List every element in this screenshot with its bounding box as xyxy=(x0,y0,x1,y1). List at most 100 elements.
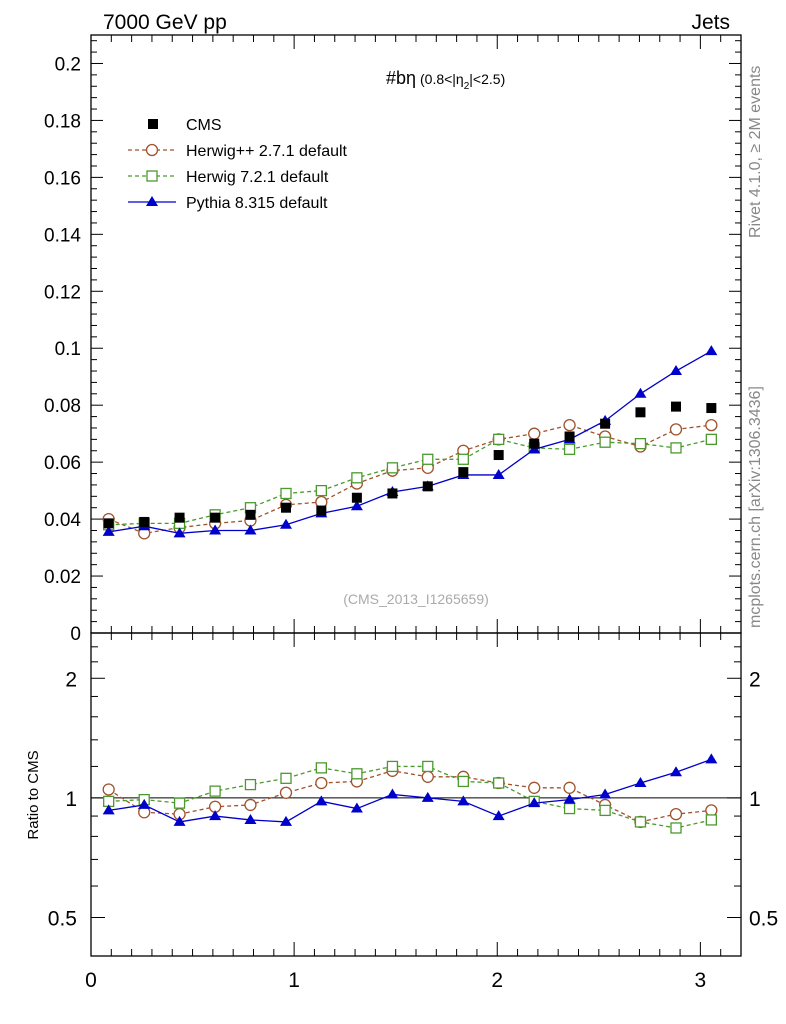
legend-marker-herwigpp xyxy=(145,143,159,157)
pythia-ratio-data-point xyxy=(102,804,115,815)
main-x-ticks xyxy=(90,35,742,633)
ratio-y-tick-label: 0.5 xyxy=(48,907,77,930)
cms-data-point xyxy=(174,512,185,523)
pythia-series-line xyxy=(108,350,712,534)
cms-data-point xyxy=(281,502,291,513)
herwigpp-ratio-data-point xyxy=(705,804,718,817)
herwigpp-ratio-data-point xyxy=(102,783,115,796)
header-left: 7000 GeV pp xyxy=(103,11,227,34)
legend-entry-herwig7: Herwig 7.2.1 default xyxy=(128,169,329,186)
rivet-version-label: Rivet 4.1.0, ≥ 2M events xyxy=(747,66,764,238)
x-tick-labels: 0 1 2 3 xyxy=(85,969,706,992)
pythia-ratio-data-point xyxy=(421,791,434,802)
herwigpp-ratio-data-point xyxy=(528,781,541,794)
pythia-data-point xyxy=(102,525,115,536)
mcplots-source-label: mcplots.cern.ch [arXiv:1306.3436] xyxy=(747,386,764,628)
herwig7-data-point xyxy=(351,472,363,484)
herwig7-data-point xyxy=(670,442,682,454)
x-tick-label: 0 xyxy=(85,969,97,992)
main-y-tick-label: 0.1 xyxy=(55,339,81,360)
main-y-tick-label: 0.14 xyxy=(44,225,81,246)
herwigpp-ratio-data-point xyxy=(563,781,576,794)
main-y-tick-labels: 0 0.02 0.04 0.06 0.08 0.1 0.12 0.14 0.16 0.18 0.2 xyxy=(44,54,81,645)
herwig7-data-point xyxy=(599,436,611,448)
herwig7-ratio-data-point xyxy=(209,785,221,797)
pythia-ratio-data-point xyxy=(209,810,222,821)
main-y-tick-label: 0.08 xyxy=(44,396,81,417)
x-tick-label: 3 xyxy=(695,969,707,992)
herwig7-ratio-data-point xyxy=(244,778,257,791)
herwigpp-data-point xyxy=(705,418,718,432)
pythia-data-point xyxy=(209,524,222,535)
herwigpp-data-point xyxy=(563,418,576,432)
herwig7-ratio-data-point xyxy=(315,762,327,774)
herwig7-data-point xyxy=(422,453,434,465)
main-y-tick-label: 0.04 xyxy=(44,510,81,531)
ratio-y-tick-label-right: 0.5 xyxy=(749,907,778,930)
herwig7-ratio-data-point xyxy=(457,775,469,788)
herwigpp-series-line xyxy=(108,424,712,535)
herwig7-ratio-data-point xyxy=(351,768,363,780)
herwigpp-data-point xyxy=(528,427,541,440)
pythia-data-point xyxy=(670,365,682,376)
header-right: Jets xyxy=(691,11,730,34)
pythia-ratio-data-point xyxy=(563,793,576,804)
title-range-index: 2 xyxy=(464,81,470,92)
herwig7-ratio-data-point xyxy=(634,816,647,828)
herwig7-ratio-data-point xyxy=(173,797,186,809)
herwigpp-ratio-data-point xyxy=(315,776,328,790)
main-y-tick-label: 0 xyxy=(70,624,81,645)
herwig7-data-point xyxy=(315,484,327,497)
pythia-ratio-data-point xyxy=(173,815,186,826)
legend-label-herwigpp: Herwig++ 2.7.1 default xyxy=(186,143,348,160)
pythia-ratio-data-point xyxy=(457,795,470,806)
legend-label-pythia: Pythia 8.315 default xyxy=(186,195,328,212)
main-y-ticks xyxy=(91,40,741,634)
herwigpp-ratio-data-point xyxy=(421,770,434,783)
legend: CMS Herwig++ 2.7.1 default Herwig 7.2.1 … xyxy=(128,117,348,212)
ratio-series-layer xyxy=(102,753,718,834)
cms-data-point xyxy=(635,407,646,418)
chart-title-range: (0.8<|η2|<2.5) xyxy=(420,71,505,92)
main-y-tick-label: 0.06 xyxy=(44,453,81,474)
cms-data-point xyxy=(458,467,469,478)
main-y-tick-label: 0.2 xyxy=(55,54,81,75)
herwig7-data-point xyxy=(563,443,576,455)
pythia-ratio-data-point xyxy=(386,788,399,799)
herwig7-series-line xyxy=(108,438,712,526)
cms-data-point xyxy=(706,403,717,414)
herwig7-ratio-data-point xyxy=(563,802,576,815)
main-y-tick-label: 0.18 xyxy=(44,111,81,132)
herwig7-data-point xyxy=(493,433,505,446)
herwig7-data-point xyxy=(386,462,399,474)
cms-data-point xyxy=(245,509,256,520)
pythia-ratio-data-point xyxy=(244,813,257,824)
ratio-y-ticks xyxy=(91,646,741,918)
ratio-y-tick-label-right: 2 xyxy=(749,668,761,691)
ratio-x-ticks xyxy=(90,633,742,956)
ratio-y-tick-label: 1 xyxy=(65,788,77,811)
cms-data-point xyxy=(210,512,221,523)
main-panel: 00.020.040.060.080.10.120.140.160.180.2 … xyxy=(44,34,742,645)
cms-data-point xyxy=(671,401,681,412)
legend-marker-herwig7 xyxy=(146,170,158,182)
x-tick-label: 2 xyxy=(491,969,503,992)
analysis-watermark: (CMS_2013_I1265659) xyxy=(343,591,489,607)
pythia-data-point xyxy=(350,500,363,511)
pythia-ratio-data-point xyxy=(350,802,363,813)
title-range-a: (0.8<|η xyxy=(420,71,464,87)
cms-data-point xyxy=(600,418,611,429)
pythia-ratio-data-point xyxy=(670,766,682,777)
cms-data-point xyxy=(351,492,362,503)
cms-data-point xyxy=(387,488,398,499)
legend-entry-herwigpp: Herwig++ 2.7.1 default xyxy=(128,143,348,160)
pythia-data-point xyxy=(280,518,292,529)
pythia-ratio-data-point xyxy=(599,788,612,799)
herwigpp-ratio-data-point xyxy=(244,798,257,812)
pythia-data-point xyxy=(244,524,257,535)
herwig7-ratio-data-point xyxy=(422,760,434,773)
pythia-ratio-data-point xyxy=(315,795,328,806)
herwig7-data-point xyxy=(280,487,292,500)
title-range-b: |<2.5) xyxy=(469,71,505,87)
ratio-panel: 0.5 0.5 1 1 2 2 0 1 2 3 Ratio to CMS xyxy=(25,632,778,992)
